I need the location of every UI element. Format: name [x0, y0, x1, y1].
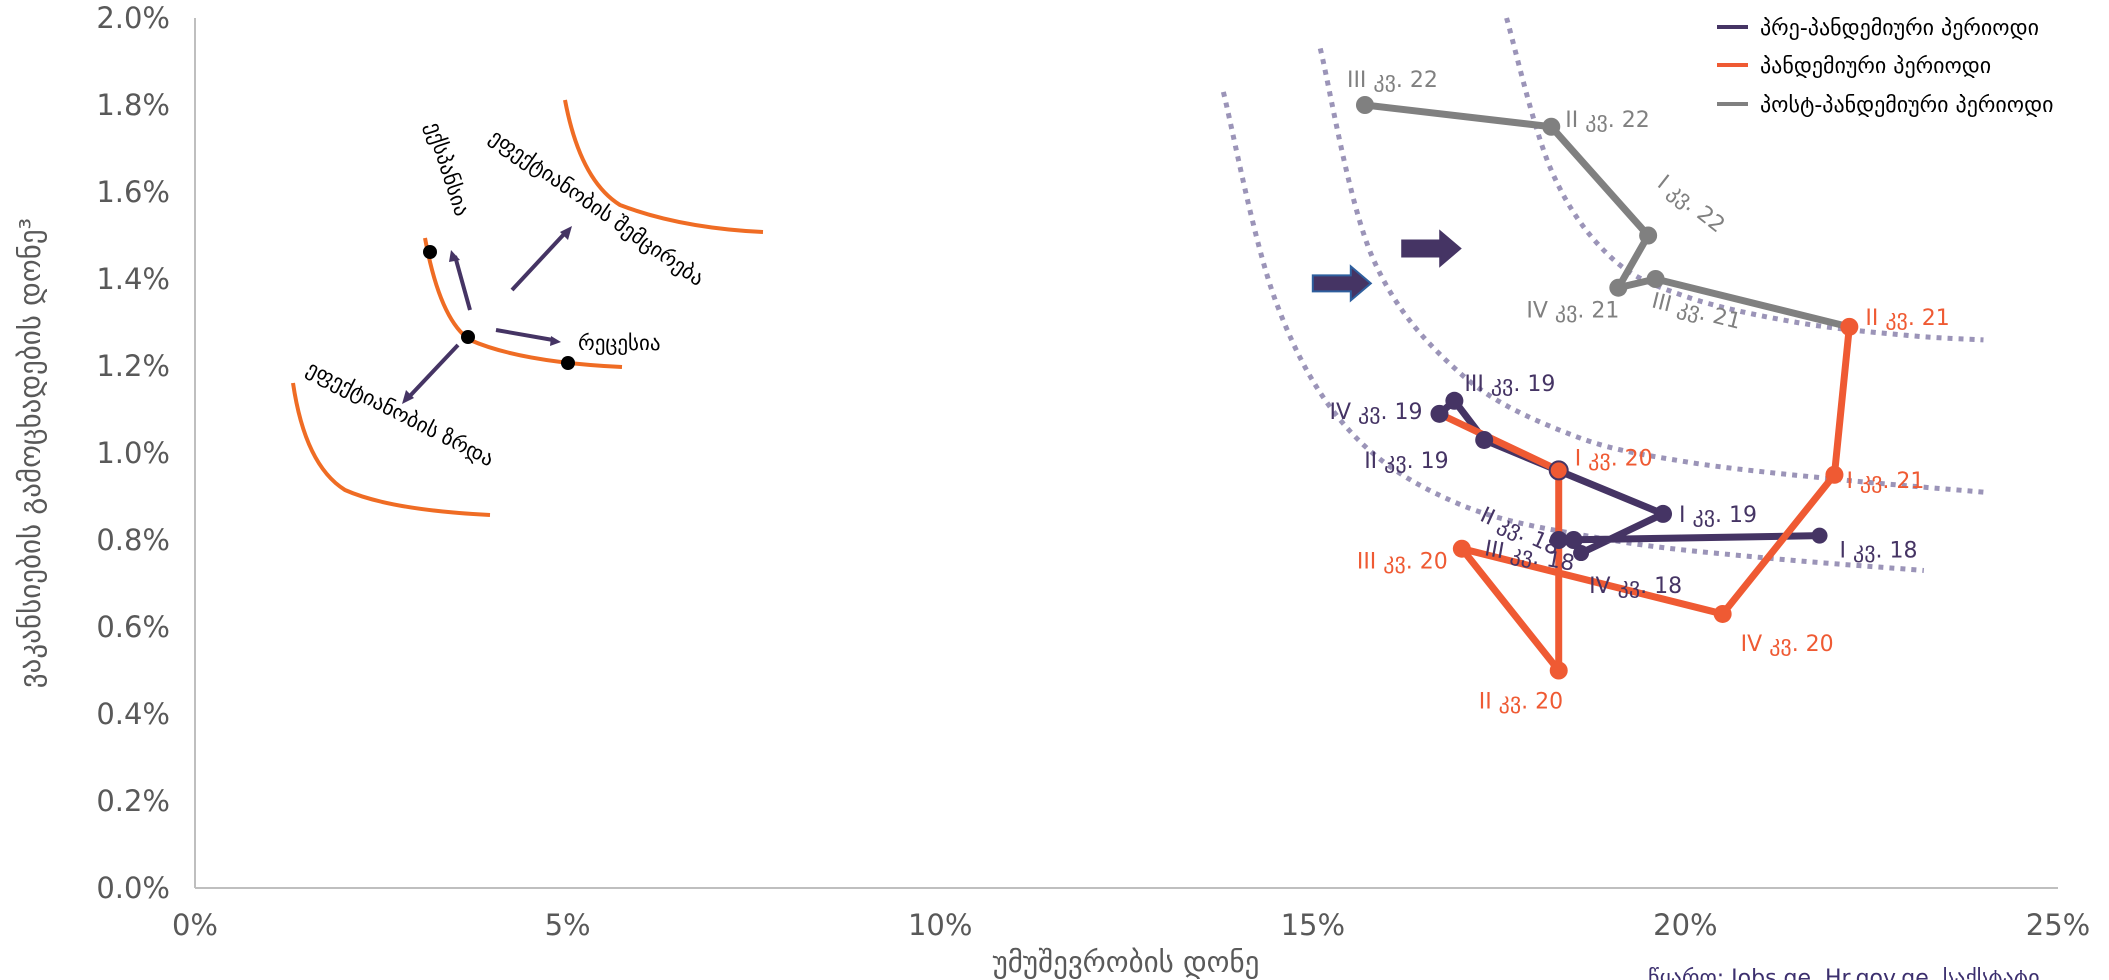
point-label: III კვ. 19 — [1464, 372, 1555, 397]
shift-arrow-icon — [1311, 264, 1373, 303]
point-label: IV კვ. 21 — [1526, 299, 1619, 324]
data-point — [1452, 539, 1471, 558]
arrowhead-efficiency-decrease-icon — [560, 226, 572, 240]
y-tick-label: 0.4% — [96, 697, 170, 731]
x-axis-title: უმუშევრობის დონე — [993, 945, 1260, 979]
data-point — [1811, 527, 1828, 544]
legend-label-post: პოსტ-პანდემიური პერიოდი — [1760, 93, 2053, 118]
data-point — [1445, 391, 1464, 410]
data-point — [1609, 278, 1628, 297]
x-tick-label: 5% — [545, 908, 591, 942]
arrowhead-recession-icon — [550, 336, 561, 346]
schematic-point-expansion — [423, 245, 437, 259]
legend-label-pandemic: პანდემიური პერიოდი — [1760, 54, 1991, 79]
schematic-diagram: ექსპანსია ეფექტიანობის შემცირება რეცესია… — [291, 99, 764, 517]
arrow-expansion — [453, 255, 472, 311]
point-label: III კვ. 20 — [1357, 550, 1448, 575]
source-note: წყარო: Jobs.ge, Hr.gov.ge, საქსტატი — [1648, 966, 2040, 980]
schematic-point-center — [461, 330, 475, 344]
shift-arrow-icon — [1401, 229, 1462, 268]
y-tick-label: 0.6% — [96, 610, 170, 644]
data-point — [1548, 460, 1569, 481]
y-tick-label: 0.0% — [96, 871, 170, 905]
arrowhead-efficiency-growth-icon — [402, 390, 414, 404]
label-recession: რეცესია — [578, 331, 661, 355]
data-point — [1713, 604, 1732, 623]
data-point — [1639, 226, 1658, 245]
arrow-efficiency-decrease — [510, 230, 568, 292]
label-efficiency-decrease: ეფექტიანობის შემცირება — [485, 124, 708, 290]
arrow-recession — [495, 328, 554, 342]
y-tick-label: 1.8% — [96, 88, 170, 122]
data-point — [1475, 430, 1494, 449]
label-efficiency-growth: ეფექტიანობის ზრდა — [303, 356, 498, 471]
data-point — [1564, 531, 1583, 549]
point-label: IV კვ. 20 — [1741, 632, 1834, 657]
legend-label-pre: პრე-პანდემიური პერიოდი — [1760, 16, 2039, 41]
x-tick-label: 20% — [1653, 908, 1717, 942]
point-label: I კვ. 22 — [1652, 171, 1729, 239]
legend: პრე-პანდემიური პერიოდი პანდემიური პერიოდ… — [1717, 16, 2053, 118]
data-point — [1430, 404, 1449, 423]
beveridge-curves — [1220, 17, 1984, 573]
data-point — [1654, 504, 1673, 523]
schematic-point-recession — [561, 356, 575, 370]
data-point — [1573, 545, 1590, 562]
point-label: II კვ. 21 — [1865, 306, 1949, 331]
x-tick-label: 10% — [908, 908, 972, 942]
x-tick-label: 15% — [1281, 908, 1345, 942]
beveridge-curve-2 — [1317, 47, 1984, 495]
point-label: II კვ. 20 — [1479, 690, 1563, 715]
arrow-efficiency-growth — [406, 343, 460, 400]
axes — [194, 18, 2058, 889]
point-label: II კვ. 19 — [1364, 449, 1448, 474]
data-point — [1646, 270, 1665, 288]
point-label: I კვ. 20 — [1575, 446, 1653, 471]
point-label: I კვ. 21 — [1846, 469, 1924, 494]
series-points — [1355, 96, 1859, 680]
y-tick-label: 1.2% — [96, 349, 170, 383]
y-tick-label: 1.0% — [96, 436, 170, 470]
schematic-curve-lower — [291, 382, 491, 517]
x-tick-label: 0% — [172, 908, 218, 942]
y-tick-label: 1.6% — [96, 175, 170, 209]
data-point — [1549, 661, 1568, 680]
data-point — [1840, 317, 1859, 336]
beveridge-curve-1 — [1220, 91, 1925, 573]
y-tick-label: 1.4% — [96, 262, 170, 296]
data-point — [1825, 465, 1844, 484]
data-point — [1355, 96, 1374, 114]
arrowhead-expansion-icon — [449, 250, 460, 262]
label-expansion: ექსპანსია — [421, 119, 474, 219]
shift-arrows — [1311, 229, 1462, 303]
point-label: I კვ. 18 — [1840, 539, 1918, 564]
series-line-3 — [1364, 101, 1851, 331]
data-point — [1549, 531, 1568, 549]
y-tick-labels: 0.0% 0.2% 0.4% 0.6% 0.8% 1.0% 1.2% 1.4% 1.6% 1.8%… — [96, 1, 170, 905]
point-label: IV კვ. 19 — [1329, 400, 1422, 425]
point-label: II კვ. 22 — [1565, 108, 1649, 133]
y-tick-label: 0.2% — [96, 784, 170, 818]
point-label: III კვ. 22 — [1347, 68, 1438, 93]
y-tick-label: 0.8% — [96, 523, 170, 557]
x-tick-label: 25% — [2026, 908, 2090, 942]
point-label: IV კვ. 18 — [1589, 574, 1682, 599]
point-label: I კვ. 19 — [1679, 503, 1757, 528]
data-point — [1542, 117, 1561, 136]
y-tick-label: 2.0% — [96, 1, 170, 35]
beveridge-curve-3 — [1504, 17, 1984, 343]
x-tick-labels: 0% 5% 10% 15% 20% 25% — [172, 908, 2090, 942]
y-axis-title: ვაკანსიების გამოცხადების დონე³ — [13, 218, 47, 688]
schematic-curve-upper — [563, 99, 764, 234]
